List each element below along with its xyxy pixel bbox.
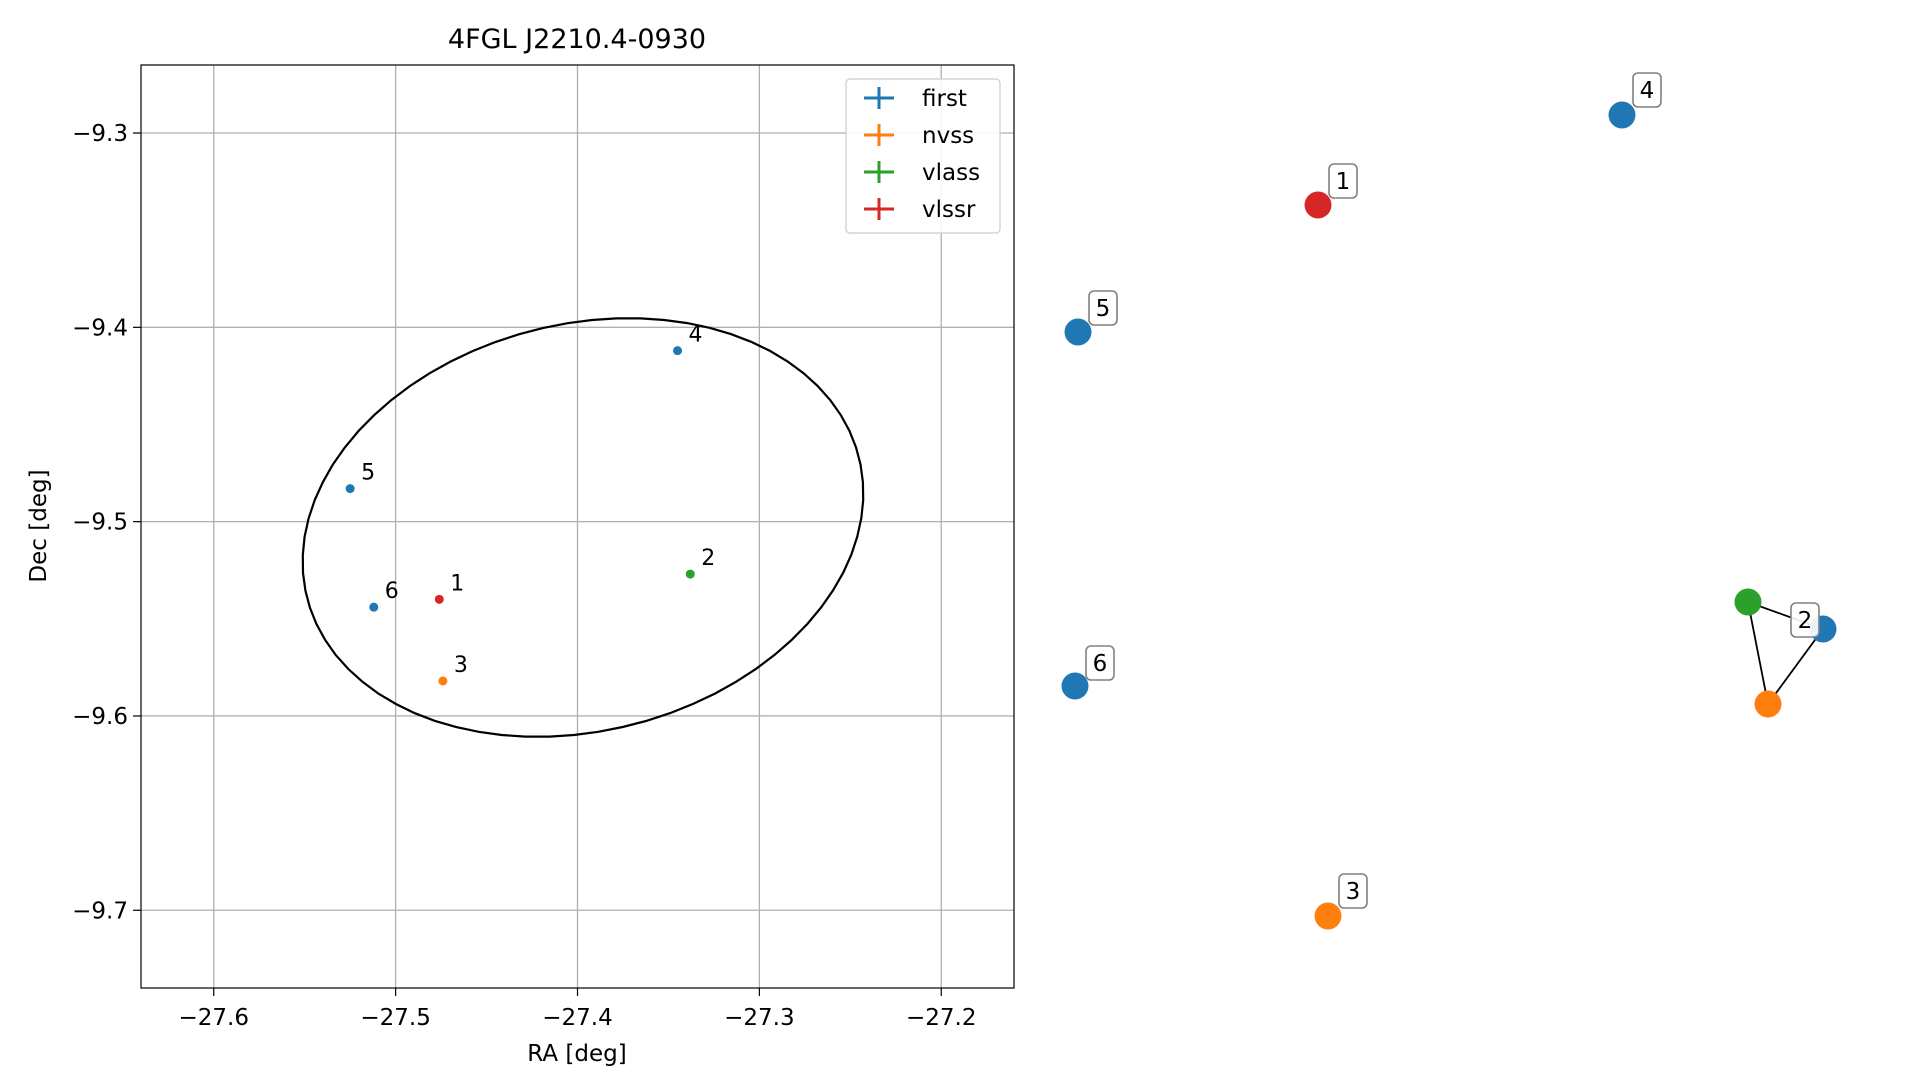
network-node-label: 6 [1085, 645, 1115, 681]
x-tick-label: −27.2 [906, 1005, 976, 1031]
point-label: 4 [689, 323, 703, 348]
legend-label-vlass: vlass [922, 160, 980, 186]
svg-text:5: 5 [1096, 296, 1111, 322]
legend-label-nvss: nvss [922, 123, 974, 149]
x-axis-ticks: −27.6 −27.5 −27.4 −27.3 −27.2 [179, 988, 976, 1031]
point-label: 1 [450, 571, 464, 596]
y-tick-label: −9.5 [72, 510, 128, 536]
network-edge [1747, 601, 1769, 705]
network-node [1734, 588, 1762, 616]
svg-text:6: 6 [1093, 651, 1108, 677]
network-node-label: 4 [1632, 72, 1662, 108]
data-point-vlass [685, 569, 695, 579]
data-point-first [345, 484, 355, 494]
point-label: 3 [454, 653, 468, 678]
x-tick-label: −27.5 [360, 1005, 430, 1031]
legend-label-first: first [922, 86, 967, 112]
network-nodes [1061, 101, 1837, 930]
x-tick-label: −27.4 [542, 1005, 612, 1031]
network-node [1064, 318, 1092, 346]
network-labels: 1 2 3 4 5 6 [1085, 72, 1820, 909]
error-ellipse [301, 317, 865, 738]
legend: first nvss vlass vlssr [845, 78, 1001, 234]
network-node [1314, 902, 1342, 930]
x-axis-label: RA [deg] [527, 1041, 626, 1067]
y-tick-label: −9.6 [72, 704, 128, 730]
data-point-first [673, 346, 683, 356]
grid-lines [141, 65, 1014, 988]
network-node-label: 1 [1328, 163, 1358, 199]
point-label: 6 [385, 579, 399, 604]
y-axis-ticks: −9.3 −9.4 −9.5 −9.6 −9.7 [72, 121, 141, 924]
legend-frame [845, 78, 1001, 234]
x-tick-label: −27.3 [724, 1005, 794, 1031]
network-node-label: 5 [1088, 290, 1118, 326]
point-label: 2 [701, 546, 715, 571]
point-labels: 4 5 6 3 2 1 [361, 323, 715, 678]
network-edge [1767, 628, 1824, 705]
x-tick-label: −27.6 [179, 1005, 249, 1031]
svg-text:4: 4 [1640, 78, 1655, 104]
network-node-label: 2 [1790, 602, 1820, 638]
y-tick-label: −9.7 [72, 898, 128, 924]
network-graph: 1 2 3 4 5 6 [1061, 72, 1837, 930]
chart-title: 4FGL J2210.4-0930 [448, 24, 706, 55]
network-node [1061, 672, 1089, 700]
svg-text:2: 2 [1798, 608, 1813, 634]
point-label: 5 [361, 461, 375, 486]
legend-items: first nvss vlass vlssr [864, 86, 980, 223]
data-point-vlssr [434, 594, 444, 604]
svg-text:1: 1 [1336, 169, 1351, 195]
y-axis-label: Dec [deg] [26, 469, 52, 582]
data-point-first [369, 602, 379, 612]
legend-label-vlssr: vlssr [922, 197, 976, 223]
network-node-label: 3 [1338, 873, 1368, 909]
data-points [345, 346, 695, 686]
network-node [1304, 191, 1332, 219]
y-tick-label: −9.3 [72, 121, 128, 147]
network-node [1754, 690, 1782, 718]
y-tick-label: −9.4 [72, 315, 128, 341]
svg-text:3: 3 [1346, 879, 1361, 905]
network-node [1608, 101, 1636, 129]
data-point-nvss [438, 676, 448, 686]
